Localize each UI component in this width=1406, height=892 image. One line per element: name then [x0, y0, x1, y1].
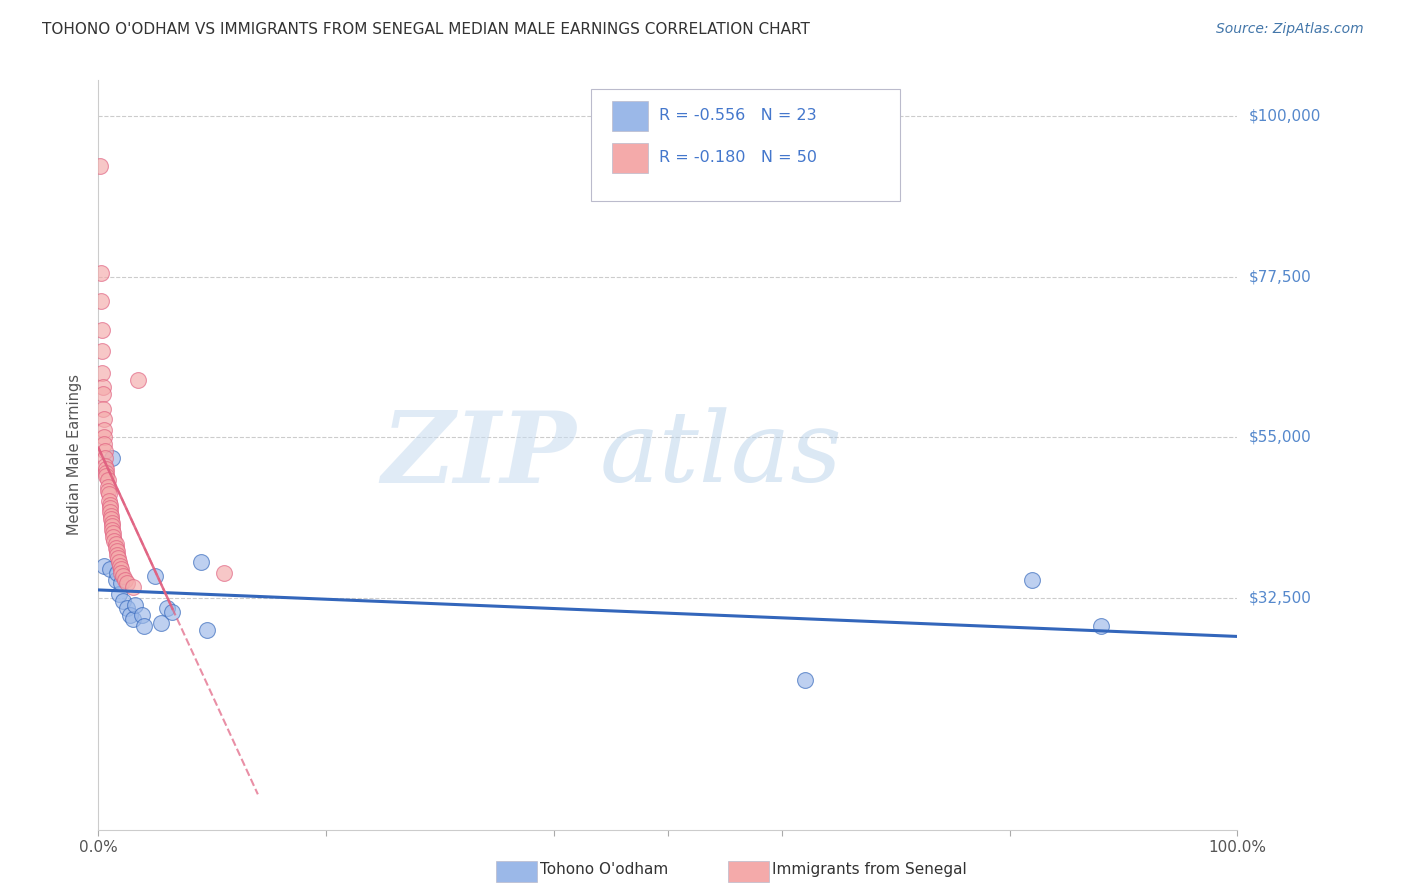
Point: [98, 498, 121, 512]
Point: [101, 519, 124, 533]
Point: [103, 533, 125, 548]
Point: [105, 566, 128, 580]
Point: [162, 605, 184, 619]
Point: [108, 587, 131, 601]
Point: [132, 619, 155, 633]
Point: [112, 594, 135, 608]
Point: [112, 569, 135, 583]
Text: $100,000: $100,000: [1249, 109, 1320, 123]
Point: [96, 469, 118, 483]
Point: [93, 412, 115, 426]
Point: [108, 558, 131, 573]
Point: [110, 566, 132, 580]
Text: TOHONO O'ODHAM VS IMMIGRANTS FROM SENEGAL MEDIAN MALE EARNINGS CORRELATION CHART: TOHONO O'ODHAM VS IMMIGRANTS FROM SENEGA…: [42, 22, 810, 37]
Point: [114, 573, 136, 587]
Point: [91, 401, 114, 416]
Text: atlas: atlas: [599, 408, 842, 502]
Point: [105, 548, 128, 562]
Point: [94, 458, 117, 473]
Point: [115, 576, 138, 591]
Point: [93, 437, 115, 451]
Point: [91, 380, 114, 394]
Point: [793, 673, 815, 687]
Point: [96, 466, 118, 480]
Point: [124, 598, 146, 612]
Point: [190, 555, 212, 569]
Point: [101, 451, 124, 466]
Point: [93, 430, 115, 444]
Point: [98, 562, 121, 576]
Y-axis label: Median Male Earnings: Median Male Earnings: [67, 375, 83, 535]
Point: [110, 576, 132, 591]
Point: [96, 480, 118, 494]
Point: [90, 266, 112, 280]
Point: [104, 541, 127, 555]
Point: [100, 512, 122, 526]
Point: [1021, 573, 1043, 587]
Point: [110, 562, 132, 576]
Point: [93, 423, 115, 437]
Point: [127, 373, 149, 387]
Text: $55,000: $55,000: [1249, 430, 1312, 444]
Point: [103, 530, 125, 544]
Point: [98, 505, 121, 519]
Point: [90, 294, 112, 309]
Point: [91, 387, 114, 401]
Point: [98, 501, 121, 516]
Point: [1090, 619, 1112, 633]
Text: Source: ZipAtlas.com: Source: ZipAtlas.com: [1216, 22, 1364, 37]
Point: [121, 580, 143, 594]
Text: Immigrants from Senegal: Immigrants from Senegal: [772, 863, 967, 877]
Point: [97, 487, 120, 501]
Point: [96, 462, 118, 476]
Point: [108, 555, 131, 569]
Point: [90, 323, 112, 337]
Point: [90, 344, 112, 359]
Point: [93, 558, 115, 573]
Point: [145, 569, 167, 583]
Point: [120, 608, 142, 623]
Text: Tohono O'odham: Tohono O'odham: [540, 863, 668, 877]
Point: [105, 544, 128, 558]
Point: [107, 551, 129, 566]
Text: $77,500: $77,500: [1249, 269, 1312, 284]
Point: [131, 608, 153, 623]
Point: [115, 601, 138, 615]
Text: R = -0.556   N = 23: R = -0.556 N = 23: [659, 109, 817, 123]
Point: [156, 601, 179, 615]
Point: [195, 623, 218, 637]
Point: [150, 615, 173, 630]
Point: [101, 523, 124, 537]
Point: [97, 494, 120, 508]
Text: ZIP: ZIP: [382, 407, 576, 503]
Point: [89, 159, 111, 173]
Point: [104, 537, 127, 551]
Point: [121, 612, 143, 626]
Point: [94, 444, 117, 458]
Point: [101, 516, 124, 530]
Point: [94, 451, 117, 466]
Text: R = -0.180   N = 50: R = -0.180 N = 50: [659, 151, 817, 165]
Point: [100, 508, 122, 523]
Point: [212, 566, 235, 580]
Point: [96, 473, 118, 487]
Point: [90, 366, 112, 380]
Point: [96, 483, 118, 498]
Text: $32,500: $32,500: [1249, 591, 1312, 605]
Point: [103, 526, 125, 541]
Point: [104, 573, 127, 587]
